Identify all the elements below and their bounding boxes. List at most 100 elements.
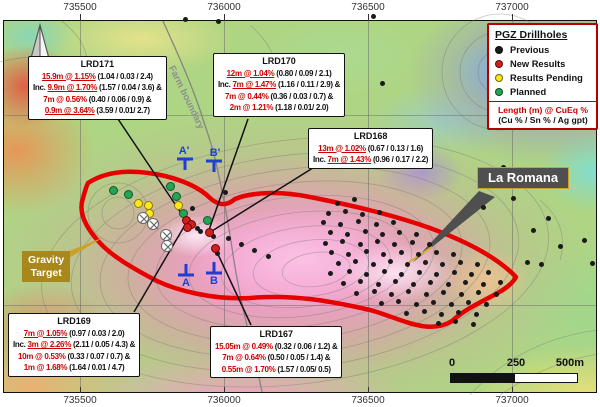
drillhole-previous xyxy=(379,231,385,237)
callout-intercept-line: 15.05m @ 0.49% (0.32 / 0.06 / 1.2) & xyxy=(215,341,338,351)
drillhole-previous xyxy=(189,205,195,211)
drillhole-previous xyxy=(388,291,394,297)
callout-intercept-line: 7m @ 0.56% (0.40 / 0.06 / 0.9) & xyxy=(43,94,152,104)
section-label-b: B xyxy=(210,275,218,287)
drillhole-previous xyxy=(413,301,419,307)
callout-intercept-line: 2m @ 1.21% (1.18 / 0.01/ 2.0) xyxy=(229,103,329,112)
drillhole-previous xyxy=(413,231,419,237)
gravity-target-line1: Gravity xyxy=(28,254,65,266)
drillhole-previous xyxy=(458,291,464,297)
easting-label: 736000 xyxy=(207,2,241,13)
legend-items: Previous New Results Results Pending Planne… xyxy=(495,45,591,97)
drillhole-previous xyxy=(438,311,444,317)
callout-title: LRD170 xyxy=(262,56,296,66)
drillhole-previous xyxy=(581,237,587,243)
drillhole-previous xyxy=(340,280,346,286)
callout-intercept-line: 1m @ 1.68% (1.64 / 0.01 / 4.7) xyxy=(23,363,125,372)
drillhole-previous xyxy=(182,16,188,22)
drillhole-previous xyxy=(359,211,365,217)
drillhole-crossed xyxy=(161,240,173,252)
axis-tick xyxy=(224,387,225,393)
drillhole-previous xyxy=(328,249,334,255)
drillhole-previous xyxy=(320,219,326,225)
easting-label: 735500 xyxy=(63,2,97,13)
callout-intercept-line: Inc. 3m @ 2.26% (2.11 / 0.05 / 4.3) & xyxy=(13,340,136,349)
drillhole-previous xyxy=(390,219,396,225)
drillhole-previous xyxy=(480,204,486,210)
drillhole-planned xyxy=(171,191,181,201)
drillhole-planned xyxy=(108,185,118,195)
drillhole-previous xyxy=(370,13,376,19)
drillhole-previous xyxy=(346,268,352,274)
callout-intercept-line: 7m @ 0.64% (0.50 / 0.05 / 1.4) & xyxy=(222,353,331,362)
callout-intercept-line: 7m @ 1.05% (0.97 / 0.03 / 2.0) xyxy=(23,328,125,338)
axis-tick xyxy=(224,14,225,20)
drillhole-previous xyxy=(396,229,402,235)
callout-intercept-line: 0.9m @ 3.64% (3.59 / 0.01/ 2.7) xyxy=(44,106,150,115)
drillhole-planned xyxy=(123,189,133,199)
drillhole-previous xyxy=(362,228,368,234)
drillhole-previous xyxy=(433,249,439,255)
drillhole-previous xyxy=(470,321,476,327)
drillhole-previous xyxy=(416,269,422,275)
drillhole-previous xyxy=(403,310,409,316)
drillhole-previous xyxy=(381,268,387,274)
gravity-target-label: Gravity Target xyxy=(22,251,71,282)
drillhole-previous xyxy=(451,269,457,275)
legend-item-label: Results Pending xyxy=(510,73,583,83)
drillhole-previous xyxy=(435,320,441,326)
easting-label: 735500 xyxy=(63,395,97,406)
legend-item: Results Pending xyxy=(495,73,591,83)
drillhole-previous xyxy=(410,281,416,287)
callout-intercept-line: Inc. 9.9m @ 1.70% (1.57 / 0.04 / 3.6) & xyxy=(33,83,162,92)
callout-intercept-line: 13m @ 1.02% (0.67 / 0.13 / 1.6) xyxy=(318,143,423,153)
drillhole-previous xyxy=(452,318,458,324)
drillhole-previous xyxy=(557,243,563,249)
legend-units-line1: Length (m) @ CuEq % xyxy=(497,105,588,115)
drillhole-pending xyxy=(133,198,143,208)
drillhole-previous xyxy=(392,278,398,284)
drillhole-previous xyxy=(538,261,544,267)
drillhole-previous xyxy=(409,239,415,245)
drillhole-previous xyxy=(327,229,333,235)
drillhole-previous xyxy=(327,270,333,276)
drillhole-previous xyxy=(379,80,385,86)
callout-intercept-line: 12m @ 1.04% (0.80 / 0.09 / 2.1) xyxy=(226,68,332,78)
drillhole-previous xyxy=(445,281,451,287)
callout-title: LRD169 xyxy=(57,316,91,326)
drillhole-previous xyxy=(427,279,433,285)
drillhole-previous xyxy=(238,241,244,247)
drillhole-pending xyxy=(173,200,183,210)
legend-item-label: Previous xyxy=(510,45,550,55)
legend: PGZ Drillholes Previous New Results Result… xyxy=(487,23,598,130)
drillhole-new-result xyxy=(210,243,220,253)
drillhole-previous xyxy=(475,289,481,295)
drillhole-previous xyxy=(395,298,401,304)
scale-label-500m: 500m xyxy=(555,357,585,369)
callout-lrd168: LRD168 13m @ 1.02% (0.67 / 0.13 / 1.6) Inc… xyxy=(308,128,434,169)
scale-label-0: 0 xyxy=(448,357,456,369)
drillhole-previous xyxy=(426,241,432,247)
callout-lrd169: LRD169 7m @ 1.05% (0.97 / 0.03 / 2.0) Inc.… xyxy=(8,313,141,377)
legend-item-label: New Results xyxy=(510,59,566,69)
drillhole-crossed xyxy=(147,218,159,230)
drillhole-previous xyxy=(480,281,486,287)
easting-label: 736000 xyxy=(207,395,241,406)
scale-bar-graphic xyxy=(450,373,578,383)
drillhole-previous xyxy=(337,221,343,227)
drillhole-previous xyxy=(589,260,595,266)
legend-item-label: Planned xyxy=(510,87,547,97)
legend-title: PGZ Drillholes xyxy=(495,29,568,41)
drillhole-previous xyxy=(421,308,427,314)
drillhole-previous xyxy=(493,291,499,297)
axis-tick xyxy=(512,387,513,393)
drillhole-previous xyxy=(339,238,345,244)
gravity-target-line2: Target xyxy=(30,266,62,279)
drillhole-previous xyxy=(380,251,386,257)
legend-dot-icon xyxy=(495,60,503,68)
drillhole-previous xyxy=(405,288,411,294)
drillhole-previous xyxy=(357,241,363,247)
axis-tick xyxy=(512,14,513,20)
legend-item: Previous xyxy=(495,45,591,55)
drillhole-previous xyxy=(510,195,516,201)
